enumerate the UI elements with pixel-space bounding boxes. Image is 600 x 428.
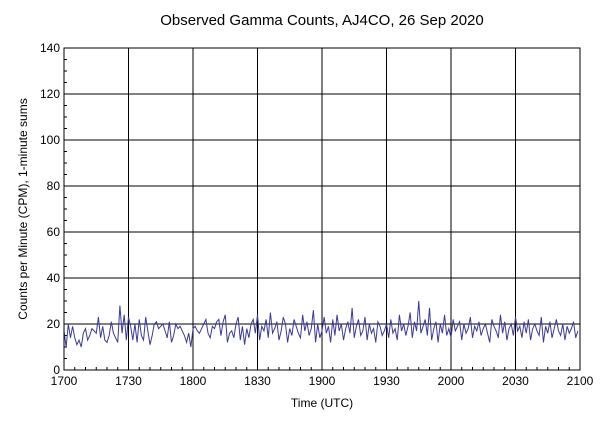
y-tick-label: 80	[47, 179, 61, 193]
y-tick-label: 0	[53, 363, 60, 377]
x-tick-label: 1800	[180, 374, 207, 388]
series-line	[63, 300, 579, 348]
x-tick-labels: 1700 1730 1800 1830 1900 1930 2000 2030 2100	[51, 374, 594, 388]
y-axis-label: Counts per Minute (CPM), 1-minute sums	[16, 98, 30, 319]
x-tick-label: 2030	[502, 374, 529, 388]
x-axis-label: Time (UTC)	[291, 396, 353, 410]
x-tick-label: 2000	[438, 374, 465, 388]
plot-frame	[63, 47, 581, 371]
x-tick-label: 1730	[115, 374, 142, 388]
x-tick-label: 2100	[567, 374, 594, 388]
y-tick-label: 40	[47, 271, 61, 285]
y-tick-label: 120	[40, 87, 60, 101]
x-tick-label: 1700	[51, 374, 78, 388]
x-tick-label: 1930	[373, 374, 400, 388]
y-tick-label: 140	[40, 41, 60, 55]
y-tick-label: 20	[47, 317, 61, 331]
y-tick-labels: 0 20 40 60 80 100 120 140	[40, 41, 60, 377]
x-tick-label: 1830	[244, 374, 271, 388]
x-tick-label: 1900	[309, 374, 336, 388]
y-tick-label: 60	[47, 225, 61, 239]
chart-title: Observed Gamma Counts, AJ4CO, 26 Sep 202…	[160, 12, 484, 29]
y-tick-label: 100	[40, 133, 60, 147]
